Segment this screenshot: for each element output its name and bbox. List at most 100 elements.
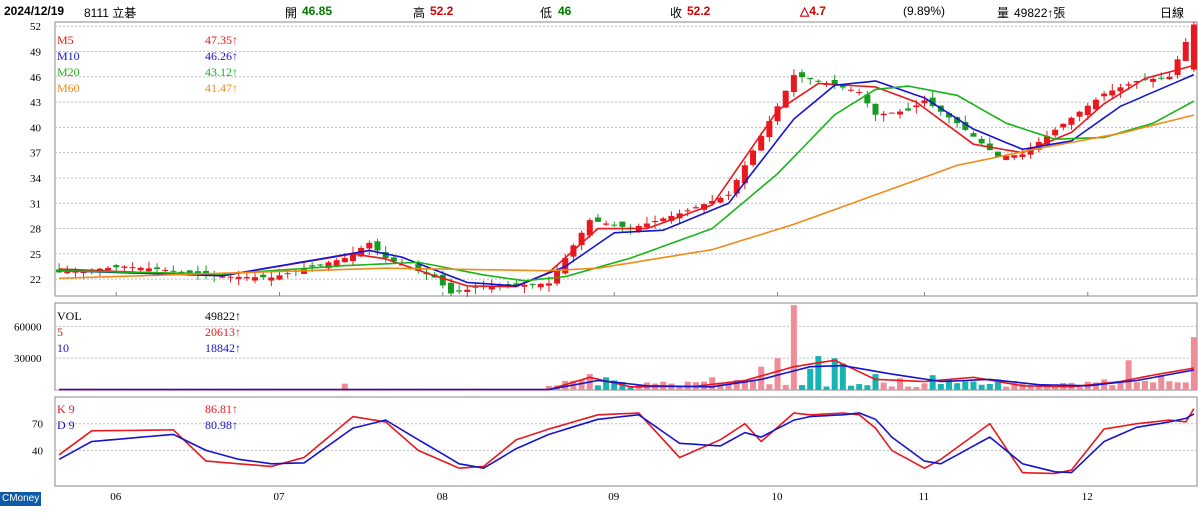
candle-body — [349, 253, 356, 261]
volume-bar — [823, 386, 830, 390]
panel-frame-1 — [54, 302, 1198, 391]
candle-body — [390, 257, 397, 262]
volume-bar — [1076, 386, 1083, 390]
kd-legend-value: 86.81↑ — [205, 402, 238, 416]
volume-bar — [578, 380, 585, 390]
volume-bar — [774, 358, 781, 390]
volume-bar — [1052, 386, 1059, 390]
candle-body — [994, 151, 1001, 157]
candle-body — [170, 270, 177, 272]
volume-bar — [56, 389, 63, 391]
volume-bar — [782, 384, 789, 390]
candle-body — [178, 271, 185, 273]
volume-bar — [880, 382, 887, 390]
volume-bar — [954, 383, 961, 390]
volume-bar — [872, 374, 879, 390]
candle-body — [162, 269, 169, 271]
candle-body — [472, 286, 479, 288]
candles-group — [56, 21, 1197, 297]
volume-bar — [864, 385, 871, 390]
candle-body — [701, 204, 708, 210]
volume-bar — [839, 363, 846, 390]
candle-body — [578, 232, 585, 246]
volume-bar — [1182, 382, 1189, 390]
candle-body — [1125, 84, 1132, 86]
volume-bar — [905, 386, 912, 390]
candle-body — [913, 105, 920, 108]
volume-legend-name: 10 — [57, 341, 69, 355]
volume-bar — [619, 382, 626, 390]
legend-value-m60: 41.47↑ — [205, 81, 238, 95]
volume-bar — [594, 385, 601, 390]
price-y-tick: 25 — [30, 249, 42, 261]
panel-frame-0 — [54, 21, 1198, 297]
candle-body — [1158, 77, 1165, 79]
candle-body — [692, 207, 699, 209]
candle-body — [790, 75, 797, 93]
candle-body — [1011, 155, 1018, 158]
kd-legend-name: K 9 — [57, 402, 75, 416]
candle-body — [121, 266, 128, 268]
candle-body — [227, 276, 234, 278]
x-axis-tick-label: 07 — [274, 491, 286, 503]
volume-bar — [1109, 385, 1116, 390]
candle-body — [668, 215, 675, 221]
candle-body — [782, 90, 789, 108]
volume-bar — [970, 381, 977, 390]
candle-body — [684, 210, 691, 212]
volume-bar — [1141, 380, 1148, 390]
volume-label: 量 — [997, 6, 1010, 20]
candle-body — [741, 165, 748, 184]
volume-y-tick: 60000 — [14, 321, 42, 333]
volume-legend-name: VOL — [57, 309, 82, 323]
candle-body — [709, 201, 716, 204]
volume-bar — [921, 383, 928, 390]
candle-body — [1060, 123, 1067, 128]
volume-bar — [1003, 386, 1010, 390]
volume-bar — [1043, 387, 1050, 390]
price-y-tick: 40 — [30, 122, 42, 134]
candle-body — [284, 273, 291, 275]
candle-body — [276, 275, 283, 280]
candle-body — [268, 277, 275, 281]
price-y-tick: 34 — [30, 173, 42, 185]
volume-bar — [676, 385, 683, 390]
candle-body — [660, 218, 667, 222]
price-y-tick: 49 — [30, 47, 42, 59]
volume-bar — [766, 384, 773, 390]
volume-bar — [603, 377, 610, 390]
candle-body — [717, 197, 724, 203]
candle-body — [1052, 129, 1059, 136]
candle-body — [839, 85, 846, 88]
candle-body — [921, 100, 928, 104]
candle-body — [219, 276, 226, 278]
header-bar: 2024/12/19 8111 立碁 開 46.85 高 52.2 低 46 收… — [0, 0, 1198, 22]
period-label[interactable]: 日線 — [1160, 6, 1185, 20]
candle-body — [154, 267, 161, 270]
volume-ma-line-5 — [59, 359, 1195, 391]
price-y-tick: 43 — [30, 97, 42, 109]
candle-body — [447, 282, 454, 294]
stock-name: 8111 立碁 — [84, 6, 137, 20]
volume-bar — [750, 380, 757, 390]
candle-body — [186, 270, 193, 273]
candle-body — [888, 112, 895, 114]
high-label: 高 — [413, 6, 426, 20]
candle-body — [676, 213, 683, 219]
kd-y-tick: 40 — [32, 445, 44, 457]
candle-body — [456, 290, 463, 292]
candle-body — [382, 252, 389, 259]
low-value: 46 — [558, 4, 572, 18]
x-axis-tick-label: 08 — [437, 491, 449, 503]
candle-body — [872, 103, 879, 115]
candle-body — [439, 274, 446, 286]
candle-body — [848, 89, 855, 91]
candle-body — [831, 79, 838, 86]
volume-legend-value: 18842↑ — [205, 341, 241, 355]
brand-logo: CMoney — [0, 492, 42, 506]
candle-body — [1109, 90, 1116, 96]
volume-bar — [758, 366, 765, 390]
volume-bar — [799, 385, 806, 390]
volume-y-tick: 30000 — [14, 353, 42, 365]
